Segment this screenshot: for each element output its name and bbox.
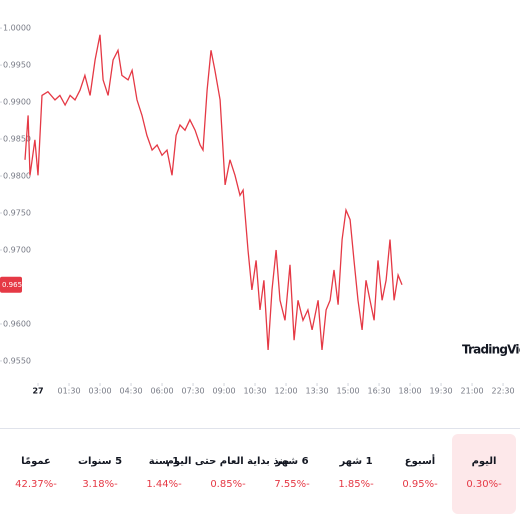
price-line [24, 34, 403, 350]
last-price-label: 0.9653 [2, 281, 27, 289]
y-tick-label: 0.9900 [3, 98, 31, 107]
watermark: TradingView [462, 343, 520, 357]
period-tab[interactable]: 5 سنوات -3.18% [68, 434, 132, 514]
tab-change: -0.85% [210, 479, 246, 490]
chart: TradingView 1.0000 0.9950 0.9900 0.9850 0.98… [0, 24, 520, 396]
period-tab[interactable]: 1 شهر -1.85% [324, 434, 388, 514]
x-tick-label: 10:30 [244, 387, 267, 396]
y-tick-label: 0.9950 [3, 61, 31, 70]
x-tick-label: 21:00 [461, 387, 484, 396]
tab-change: -0.95% [402, 479, 438, 490]
x-tick-label: 15:00 [337, 387, 360, 396]
period-tab[interactable]: عمومًا -42.37% [4, 434, 68, 514]
x-tick-label: 07:30 [182, 387, 205, 396]
y-tick-label: 0.9700 [3, 246, 31, 255]
y-tick-label: 1.0000 [3, 24, 31, 33]
tab-label: اليوم [471, 456, 497, 467]
y-tick-label: 0.9850 [3, 135, 31, 144]
x-tick-label: 22:30 [492, 387, 515, 396]
y-tick-label: 0.9750 [3, 209, 31, 218]
tab-label: 1 سنة [148, 456, 180, 467]
tab-change: -42.37% [15, 479, 57, 490]
x-tick-label: 03:00 [89, 387, 112, 396]
tab-change: -1.85% [338, 479, 374, 490]
tab-label: عمومًا [21, 456, 51, 467]
last-price-badge [0, 276, 22, 293]
tab-label: منذ بداية العام حتى اليوم [166, 456, 290, 467]
x-tick-label: 13:30 [306, 387, 329, 396]
period-tab[interactable]: 1 سنة -1.44% [132, 434, 196, 514]
y-tick-label: 0.9800 [3, 172, 31, 181]
x-tick-label: 06:00 [151, 387, 174, 396]
period-tab[interactable]: اليوم -0.30% [452, 434, 516, 514]
x-tick-label: 19:30 [430, 387, 453, 396]
tab-label: 1 شهر [339, 456, 373, 467]
tab-label: أسبوع [404, 456, 436, 467]
y-tick-label: 0.9600 [3, 319, 31, 328]
period-tab[interactable]: أسبوع -0.95% [388, 434, 452, 514]
x-tick-label: 27 [32, 387, 43, 396]
x-tick-label: 04:30 [120, 387, 143, 396]
tab-change: -3.18% [82, 479, 118, 490]
x-tick-label: 01:30 [57, 387, 80, 396]
tab-label: 6 شهر [275, 456, 309, 467]
x-tick-label: 16:30 [368, 387, 391, 396]
tab-label: 5 سنوات [77, 456, 123, 467]
tab-change: -1.44% [146, 479, 182, 490]
period-tab[interactable]: منذ بداية العام حتى اليوم -0.85% [167, 434, 290, 514]
period-tab[interactable]: 6 شهر -7.55% [260, 434, 324, 514]
period-tabs: اليوم -0.30% أسبوع -0.95% 1 شهر -1.85% 6 شهر -7… [0, 428, 520, 520]
x-tick-label: 09:00 [213, 387, 236, 396]
x-tick-label: 12:00 [275, 387, 298, 396]
y-tick-label: 0.9550 [3, 356, 31, 365]
x-tick-label: 18:00 [399, 387, 422, 396]
tab-change: -0.30% [466, 479, 502, 490]
tab-change: -7.55% [274, 479, 310, 490]
